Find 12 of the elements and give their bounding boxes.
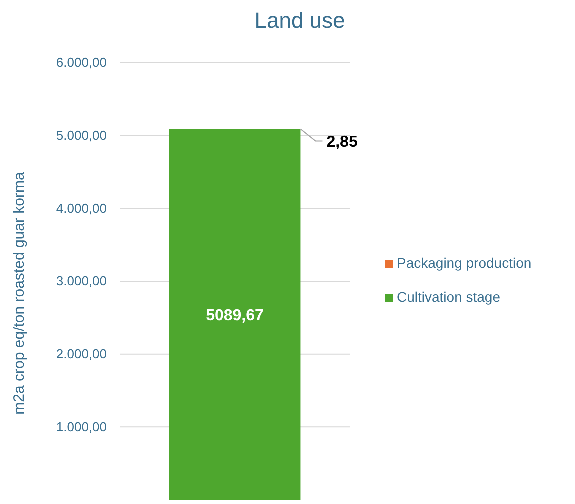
y-tick-label: 3.000,00 <box>56 274 107 289</box>
legend-label: Cultivation stage <box>397 289 501 305</box>
y-tick-label: 1.000,00 <box>56 419 107 434</box>
y-tick-label: 6.000,00 <box>56 55 107 70</box>
y-tick-label: 2.000,00 <box>56 346 107 362</box>
y-tick-label: 4.000,00 <box>56 200 107 216</box>
data-label: 2,85 <box>326 134 358 152</box>
data-label: 5089,67 <box>206 308 264 325</box>
y-axis-title: m2a crop eq/ton roasted guar korma <box>11 172 28 415</box>
y-tick-label: 5.000,00 <box>56 128 107 143</box>
legend-label: Packaging production <box>397 255 532 271</box>
chart-title: Land use <box>254 8 346 33</box>
